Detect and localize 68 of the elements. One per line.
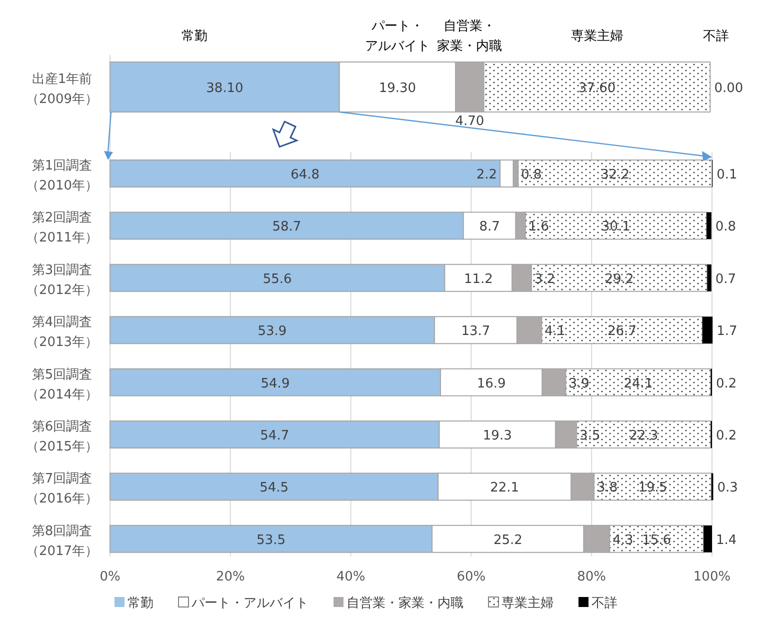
data-label: 3.9: [568, 376, 590, 392]
data-label: 0.00: [714, 81, 744, 96]
text: 常勤: [182, 29, 208, 44]
text: 専業主婦: [571, 29, 624, 44]
data-label: 0.3: [717, 480, 738, 496]
legend-label: 常勤: [128, 596, 154, 611]
x-tick-label: 100%: [693, 569, 731, 584]
data-label: 8.7: [479, 220, 500, 235]
data-label: 24.1: [624, 376, 653, 392]
data-label: 54.7: [260, 428, 290, 444]
x-tick-label: 40%: [336, 569, 366, 584]
bar: [702, 316, 713, 344]
data-label: 11.2: [464, 272, 493, 287]
data-label: 3.2: [534, 272, 556, 287]
data-label: 25.2: [493, 532, 522, 548]
data-label: 29.2: [604, 272, 634, 287]
data-label: 0.1: [716, 168, 738, 182]
y-tick-label: 第8回調査（2017年）: [26, 524, 98, 559]
data-label: 58.7: [272, 220, 302, 235]
text: 不詳: [703, 29, 729, 44]
data-label: 0.8: [715, 220, 736, 235]
data-label: 3.8: [597, 480, 618, 496]
data-label: 4.70: [455, 114, 484, 129]
y-tick-label: 第4回調査（2013年）: [26, 315, 98, 350]
data-label: 55.6: [262, 272, 292, 287]
bar: [707, 264, 712, 292]
y-tick-label: 第7回調査（2016年）: [26, 472, 98, 507]
data-label: 38.10: [206, 81, 244, 96]
x-tick-label: 60%: [456, 569, 486, 584]
data-label: 22.3: [629, 428, 658, 444]
x-tick-label: 0%: [100, 569, 120, 584]
x-tick-label: 20%: [216, 569, 245, 584]
data-label: 1.6: [528, 220, 550, 235]
series-label: パート・アルバイト: [364, 19, 430, 54]
text: 自営業・家業・内職: [437, 19, 502, 54]
text: パート・アルバイト: [192, 596, 308, 611]
data-label: 1.4: [716, 532, 737, 548]
y-tick-label: 第3回調査（2012年）: [26, 262, 98, 298]
data-label: 16.9: [476, 376, 506, 392]
data-label: 30.1: [602, 220, 630, 235]
data-label: 0.2: [716, 376, 737, 392]
data-label: 53.5: [256, 532, 286, 548]
data-label: 15.6: [642, 532, 672, 548]
legend-label: 不詳: [592, 596, 618, 611]
x-tick-label: 80%: [577, 569, 606, 584]
data-label: 54.9: [260, 376, 290, 392]
data-label: 1.7: [716, 324, 738, 340]
data-label: 22.1: [490, 480, 520, 496]
data-label: 54.5: [260, 480, 289, 496]
legend-label: 自営業・家業・内職: [346, 595, 464, 611]
y-tick-label: 第1回調査（2010年）: [26, 158, 98, 194]
bar: [706, 212, 712, 240]
data-label: 64.8: [290, 168, 320, 182]
data-label: 0.8: [521, 168, 542, 182]
y-tick-label: 第5回調査（2014年）: [26, 367, 98, 402]
data-label: 13.7: [461, 324, 490, 340]
y-tick-label: 第2回調査（2011年）: [26, 210, 98, 246]
bar: [704, 525, 712, 552]
data-label: 19.30: [378, 81, 416, 96]
data-label: 0.2: [716, 428, 737, 444]
legend-label: 専業主婦: [502, 595, 554, 611]
data-label: 19.5: [638, 480, 668, 496]
data-label: 0.7: [715, 272, 736, 287]
data-label: 53.9: [258, 324, 287, 340]
y-tick-label: 第6回調査（2015年）: [26, 420, 98, 454]
y-tick-label: 出産1年前（2009年）: [26, 71, 98, 107]
data-label: 2.2: [476, 168, 498, 182]
data-label: 19.3: [482, 428, 512, 444]
